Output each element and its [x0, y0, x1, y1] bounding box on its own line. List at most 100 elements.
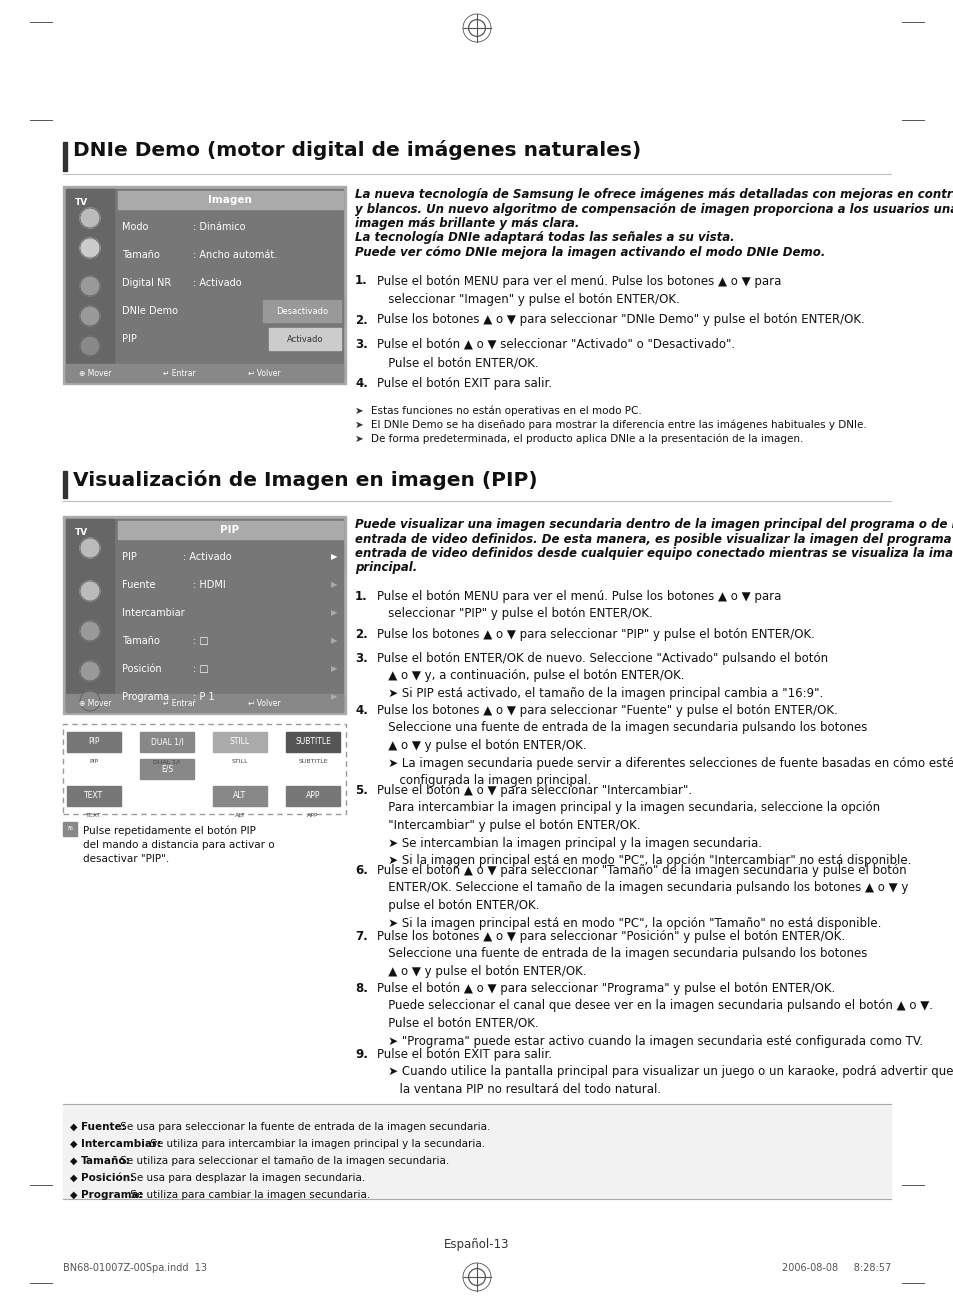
Text: : P 1: : P 1 — [193, 692, 214, 702]
Circle shape — [80, 305, 100, 326]
Text: Activado: Activado — [287, 334, 323, 343]
FancyBboxPatch shape — [63, 724, 346, 814]
Text: TV: TV — [75, 529, 89, 536]
Text: ◆: ◆ — [70, 1173, 77, 1184]
Text: SUBTITLE: SUBTITLE — [298, 760, 328, 763]
Text: 3.: 3. — [355, 652, 367, 666]
Text: Pulse el botón MENU para ver el menú. Pulse los botones ▲ o ▼ para
   selecciona: Pulse el botón MENU para ver el menú. Pu… — [376, 274, 781, 305]
Text: STILL: STILL — [230, 737, 250, 746]
Text: Se usa para desplazar la imagen secundaria.: Se usa para desplazar la imagen secundar… — [127, 1173, 365, 1184]
Text: Pulse los botones ▲ o ▼ para seleccionar "PIP" y pulse el botón ENTER/OK.: Pulse los botones ▲ o ▼ para seleccionar… — [376, 628, 814, 641]
Text: Se usa para seleccionar la fuente de entrada de la imagen secundaria.: Se usa para seleccionar la fuente de ent… — [116, 1122, 490, 1131]
Circle shape — [80, 238, 100, 258]
Text: Puede ver cómo DNIe mejora la imagen activando el modo DNIe Demo.: Puede ver cómo DNIe mejora la imagen act… — [355, 247, 824, 258]
Circle shape — [80, 275, 100, 296]
Bar — [140, 760, 193, 779]
Text: 2006-08-08     8:28:57: 2006-08-08 8:28:57 — [781, 1263, 890, 1272]
Text: La tecnología DNIe adaptará todas las señales a su vista.: La tecnología DNIe adaptará todas las se… — [355, 231, 734, 244]
Text: TEXT: TEXT — [86, 813, 102, 818]
Text: entrada de video definidos. De esta manera, es posible visualizar la imagen del : entrada de video definidos. De esta mane… — [355, 532, 953, 545]
Text: Modo: Modo — [122, 222, 149, 232]
Bar — [66, 694, 343, 713]
Text: PIP: PIP — [220, 525, 239, 535]
Text: 76: 76 — [67, 826, 73, 831]
Bar — [269, 328, 340, 350]
Circle shape — [80, 581, 100, 602]
Text: Pulse el botón ▲ o ▼ para seleccionar "Intercambiar".
   Para intercambiar la im: Pulse el botón ▲ o ▼ para seleccionar "I… — [376, 784, 910, 867]
Bar — [118, 521, 343, 539]
Text: DNIe Demo (motor digital de imágenes naturales): DNIe Demo (motor digital de imágenes nat… — [73, 140, 640, 161]
Text: ◆: ◆ — [70, 1122, 77, 1131]
Text: ➤: ➤ — [355, 433, 363, 444]
Text: Tamaño: Tamaño — [122, 251, 160, 260]
Text: PIP: PIP — [90, 760, 98, 763]
Bar — [118, 298, 343, 324]
Bar — [63, 822, 77, 837]
Text: Intercambiar: Intercambiar — [122, 608, 185, 619]
Text: principal.: principal. — [355, 561, 416, 574]
Bar — [66, 189, 113, 381]
Bar — [63, 142, 67, 171]
Circle shape — [80, 207, 100, 228]
Text: Pulse los botones ▲ o ▼ para seleccionar "Posición" y pulse el botón ENTER/OK.
 : Pulse los botones ▲ o ▼ para seleccionar… — [376, 930, 866, 977]
Text: 4.: 4. — [355, 377, 368, 390]
Text: ⊕ Mover: ⊕ Mover — [79, 698, 112, 707]
Text: 1.: 1. — [355, 590, 367, 603]
Bar — [67, 786, 121, 806]
Text: Puede visualizar una imagen secundaria dentro de la imagen principal del program: Puede visualizar una imagen secundaria d… — [355, 518, 953, 531]
Text: 6.: 6. — [355, 864, 368, 877]
Text: ▶: ▶ — [331, 664, 337, 673]
Text: PIP: PIP — [122, 552, 136, 562]
Bar — [66, 519, 113, 711]
Text: Programa: Programa — [122, 692, 169, 702]
Text: APP: APP — [307, 813, 318, 818]
Text: PIP: PIP — [122, 334, 136, 345]
Text: Tamaño:: Tamaño: — [81, 1156, 131, 1165]
Bar — [118, 191, 343, 209]
Text: : Activado: : Activado — [193, 278, 241, 288]
Text: Pulse el botón EXIT para salir.
   ➤ Cuando utilice la pantalla principal para v: Pulse el botón EXIT para salir. ➤ Cuando… — [376, 1048, 953, 1096]
Text: PIP: PIP — [89, 737, 100, 746]
Text: Pulse el botón MENU para ver el menú. Pulse los botones ▲ o ▼ para
   selecciona: Pulse el botón MENU para ver el menú. Pu… — [376, 590, 781, 620]
Text: Pulse el botón ▲ o ▼ para seleccionar "Programa" y pulse el botón ENTER/OK.
   P: Pulse el botón ▲ o ▼ para seleccionar "P… — [376, 981, 932, 1048]
Text: E/S: E/S — [161, 765, 172, 774]
Text: 9.: 9. — [355, 1048, 368, 1061]
Bar — [66, 364, 343, 382]
Text: TV: TV — [75, 198, 89, 207]
Bar — [213, 732, 267, 752]
Bar — [140, 732, 193, 752]
Circle shape — [80, 621, 100, 641]
Text: ↵ Entrar: ↵ Entrar — [163, 368, 195, 377]
Text: Pulse los botones ▲ o ▼ para seleccionar "DNIe Demo" y pulse el botón ENTER/OK.: Pulse los botones ▲ o ▼ para seleccionar… — [376, 313, 863, 326]
Circle shape — [80, 538, 100, 559]
Circle shape — [80, 692, 100, 711]
Text: La nueva tecnología de Samsung le ofrece imágenes más detalladas con mejoras en : La nueva tecnología de Samsung le ofrece… — [355, 188, 953, 201]
Text: Intercambiar:: Intercambiar: — [81, 1139, 161, 1148]
Text: ↩ Volver: ↩ Volver — [248, 368, 280, 377]
Bar — [66, 189, 343, 381]
Text: ALT: ALT — [234, 813, 245, 818]
Text: Visualización de Imagen en imagen (PIP): Visualización de Imagen en imagen (PIP) — [73, 470, 537, 489]
Text: De forma predeterminada, el producto aplica DNIe a la presentación de la imagen.: De forma predeterminada, el producto apl… — [371, 433, 802, 444]
Text: 5.: 5. — [355, 784, 368, 797]
Text: Desactivado: Desactivado — [275, 307, 328, 316]
Text: Fuente: Fuente — [122, 579, 155, 590]
Bar — [63, 515, 346, 714]
Text: ▶: ▶ — [331, 693, 337, 702]
Text: ⊕ Mover: ⊕ Mover — [79, 368, 112, 377]
Bar — [63, 187, 346, 384]
Circle shape — [80, 335, 100, 356]
Text: ➤: ➤ — [355, 406, 363, 415]
Text: : □: : □ — [193, 664, 209, 673]
Circle shape — [80, 662, 100, 681]
Text: ALT: ALT — [233, 792, 246, 800]
Text: ▶: ▶ — [331, 581, 337, 590]
Text: ▶: ▶ — [331, 552, 337, 561]
Text: ↵ Entrar: ↵ Entrar — [163, 698, 195, 707]
Text: Estas funciones no están operativas en el modo PC.: Estas funciones no están operativas en e… — [371, 406, 641, 416]
Text: TEXT: TEXT — [85, 792, 104, 800]
Text: : Ancho automát.: : Ancho automát. — [193, 251, 277, 260]
Text: 3.: 3. — [355, 338, 367, 351]
Text: ➤: ➤ — [355, 419, 363, 429]
Text: 7.: 7. — [355, 930, 367, 944]
